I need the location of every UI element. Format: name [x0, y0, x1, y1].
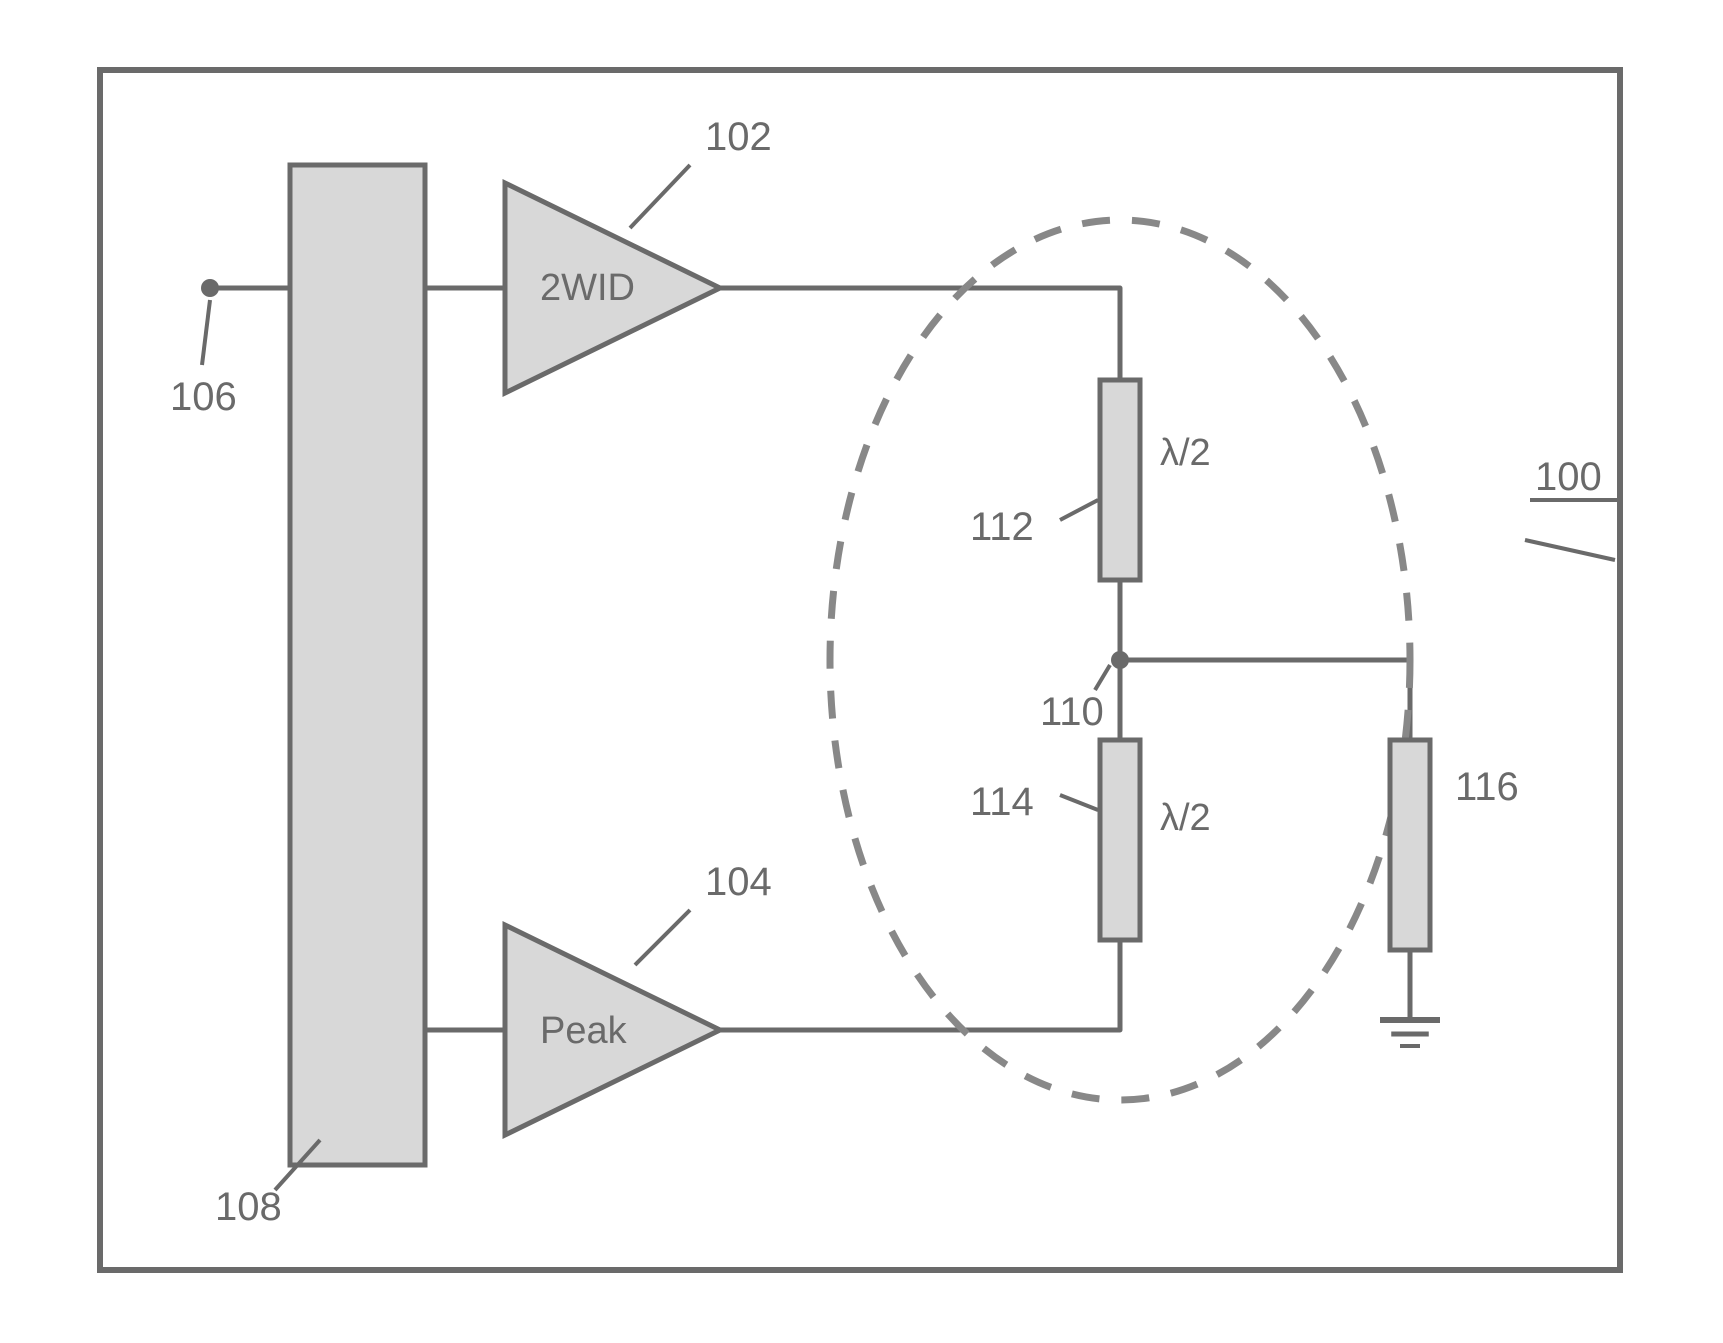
- leader-line: [202, 300, 210, 365]
- label-text: λ/2: [1160, 797, 1211, 839]
- wire: [720, 288, 1120, 380]
- diagram-stage: 108 106 2WID 102 Peak 104 λ/2 112 λ/2 114 110 116 10…: [0, 0, 1723, 1343]
- wire: [720, 940, 1120, 1030]
- splitter-block: [290, 165, 425, 1165]
- leader-line: [1095, 665, 1110, 690]
- leader-line: [1060, 795, 1098, 810]
- leader-line: [1060, 500, 1098, 520]
- combiner-node: [1111, 651, 1129, 669]
- label-text: 110: [1040, 690, 1104, 734]
- tline-bottom: [1100, 740, 1140, 940]
- load-block: [1390, 740, 1430, 950]
- leader-line: [630, 165, 690, 228]
- input-node: [201, 279, 219, 297]
- leader-line: [1525, 540, 1615, 560]
- label-text: 104: [705, 860, 772, 904]
- label-text: Peak: [540, 1010, 628, 1052]
- label-text: 2WID: [540, 267, 635, 309]
- label-text: 102: [705, 115, 772, 159]
- label-text: 116: [1455, 765, 1519, 809]
- label-text: 108: [215, 1185, 282, 1229]
- label-text: 106: [170, 375, 237, 419]
- leader-line: [635, 910, 690, 965]
- label-text: 114: [970, 780, 1034, 824]
- label-text: λ/2: [1160, 432, 1211, 474]
- diagram-svg: 108 106 2WID 102 Peak 104 λ/2 112 λ/2 114 110 116 10…: [0, 0, 1723, 1343]
- tline-top: [1100, 380, 1140, 580]
- wire: [1120, 660, 1410, 740]
- label-text: 112: [970, 505, 1034, 549]
- label-text: 100: [1535, 455, 1602, 499]
